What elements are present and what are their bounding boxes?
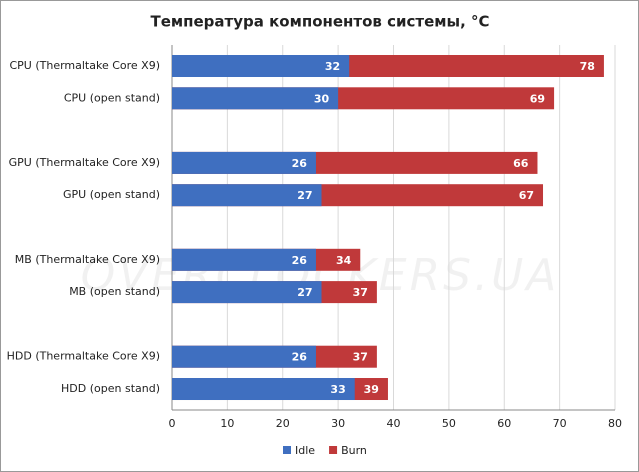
bar <box>172 345 316 368</box>
value-label: 78 <box>580 60 595 73</box>
bar <box>172 151 316 174</box>
y-tick-label: MB (open stand) <box>69 285 160 298</box>
value-label: 66 <box>513 157 529 170</box>
x-tick-label: 80 <box>608 417 622 430</box>
y-tick-label: HDD (Thermaltake Core X9) <box>7 350 160 363</box>
value-label: 27 <box>297 286 312 299</box>
value-label: 26 <box>292 157 308 170</box>
value-label: 30 <box>314 92 330 105</box>
x-tick-label: 50 <box>442 417 456 430</box>
value-label: 33 <box>330 383 345 396</box>
x-tick-label: 10 <box>220 417 234 430</box>
value-label: 67 <box>519 189 534 202</box>
legend-swatch <box>329 446 338 454</box>
bar <box>172 55 350 77</box>
bar <box>172 378 355 401</box>
x-tick-label: 0 <box>169 417 176 430</box>
value-label: 37 <box>353 351 368 364</box>
x-tick-label: 60 <box>497 417 511 430</box>
y-tick-label: CPU (open stand) <box>64 91 160 104</box>
y-tick-label: CPU (Thermaltake Core X9) <box>9 59 160 72</box>
x-tick-label: 40 <box>387 417 401 430</box>
bar <box>172 87 339 110</box>
x-tick-label: 70 <box>553 417 567 430</box>
value-label: 37 <box>353 286 368 299</box>
y-tick-label: MB (Thermaltake Core X9) <box>15 253 160 266</box>
value-label: 26 <box>292 351 308 364</box>
bar <box>172 248 316 271</box>
legend-label: Idle <box>295 444 315 457</box>
x-tick-label: 30 <box>331 417 345 430</box>
y-tick-label: GPU (open stand) <box>63 188 160 201</box>
bar <box>172 184 322 207</box>
value-label: 34 <box>336 254 352 267</box>
value-label: 39 <box>364 383 379 396</box>
value-label: 26 <box>292 254 308 267</box>
bar <box>172 281 322 304</box>
y-tick-label: HDD (open stand) <box>61 382 160 395</box>
value-label: 69 <box>530 92 545 105</box>
x-tick-label: 20 <box>276 417 290 430</box>
legend-swatch <box>283 446 291 454</box>
value-label: 27 <box>297 189 312 202</box>
value-label: 32 <box>325 60 340 73</box>
legend-label: Burn <box>341 444 367 457</box>
chart-title: Температура компонентов системы, °C <box>150 13 489 31</box>
y-tick-label: GPU (Thermaltake Core X9) <box>9 156 160 169</box>
